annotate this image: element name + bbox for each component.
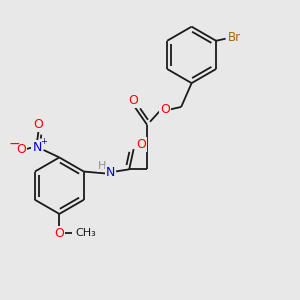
Text: O: O bbox=[54, 227, 64, 240]
Text: O: O bbox=[16, 143, 26, 156]
Text: O: O bbox=[136, 138, 146, 151]
Text: N: N bbox=[106, 166, 116, 179]
Text: −: − bbox=[8, 137, 20, 151]
Text: N: N bbox=[32, 140, 42, 154]
Text: H: H bbox=[98, 161, 106, 171]
Text: +: + bbox=[40, 136, 47, 146]
Text: Br: Br bbox=[228, 31, 241, 44]
Text: O: O bbox=[160, 103, 170, 116]
Text: O: O bbox=[128, 94, 138, 106]
Text: CH₃: CH₃ bbox=[76, 228, 96, 238]
Text: O: O bbox=[34, 118, 44, 131]
